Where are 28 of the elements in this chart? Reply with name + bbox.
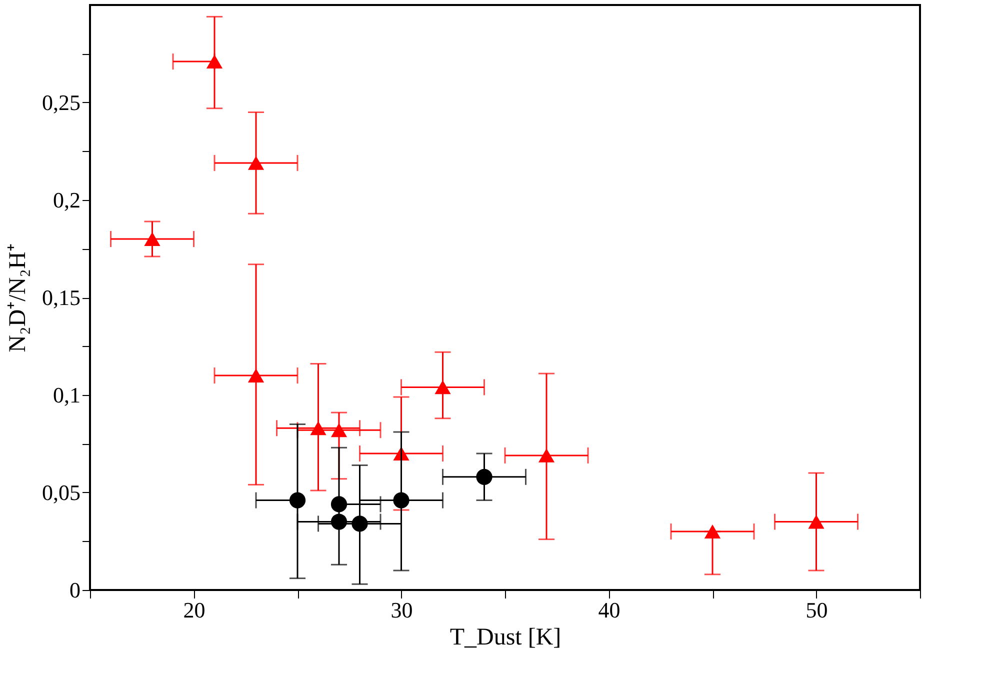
point [393, 492, 410, 508]
x-tick-label: 40 [598, 598, 620, 622]
y-tick-label: 0 [70, 578, 80, 602]
point [352, 516, 368, 532]
y-tick-label: 0,15 [42, 285, 80, 310]
y-axis-title: N₂D⁺/N₂H⁺ [5, 244, 31, 352]
point [248, 156, 264, 170]
point [289, 492, 306, 508]
point [704, 524, 721, 538]
y-tick-label: 0,05 [42, 480, 80, 505]
point [206, 54, 223, 69]
y-tick-label: 0,25 [42, 90, 80, 115]
point [808, 514, 824, 529]
y-tick-label: 0,1 [53, 382, 80, 408]
point [144, 232, 160, 246]
point [330, 514, 348, 530]
point [538, 448, 555, 462]
point [330, 423, 348, 438]
point [248, 368, 264, 382]
y-tick-label: 0,2 [53, 188, 80, 212]
point [330, 496, 348, 512]
x-tick-label: 50 [806, 598, 828, 622]
point [434, 380, 451, 394]
x-tick-label: 20 [183, 598, 206, 622]
point [476, 468, 492, 485]
x-tick-label: 30 [390, 598, 413, 622]
x-axis-title: T_Dust [K] [450, 624, 562, 650]
point [310, 421, 326, 436]
